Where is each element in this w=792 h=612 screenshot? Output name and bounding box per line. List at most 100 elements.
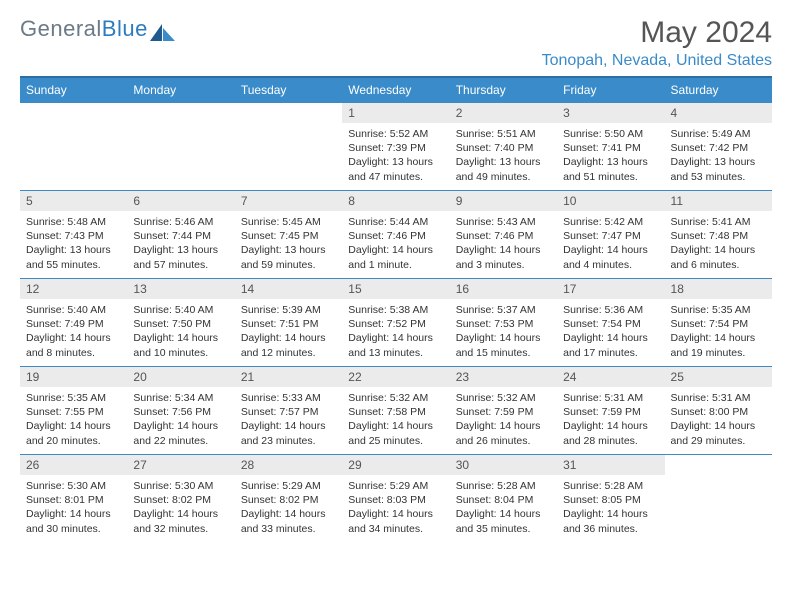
sunrise-text: Sunrise: 5:48 AM: [26, 215, 121, 229]
calendar-cell: [665, 454, 772, 542]
calendar-cell: 7Sunrise: 5:45 AMSunset: 7:45 PMDaylight…: [235, 190, 342, 278]
day-data: Sunrise: 5:30 AMSunset: 8:02 PMDaylight:…: [127, 475, 234, 542]
calendar-cell: 13Sunrise: 5:40 AMSunset: 7:50 PMDayligh…: [127, 278, 234, 366]
sunrise-text: Sunrise: 5:37 AM: [456, 303, 551, 317]
calendar-cell: 6Sunrise: 5:46 AMSunset: 7:44 PMDaylight…: [127, 190, 234, 278]
day-header: Monday: [127, 77, 234, 102]
sunset-text: Sunset: 7:39 PM: [348, 141, 443, 155]
sunset-text: Sunset: 7:44 PM: [133, 229, 228, 243]
calendar-cell: 9 Sunrise: 5:43 AMSunset: 7:46 PMDaylight…: [450, 190, 557, 278]
sunset-text: Sunset: 8:04 PM: [456, 493, 551, 507]
day-header: Friday: [557, 77, 664, 102]
day-number: 6: [127, 190, 234, 211]
sunset-text: Sunset: 7:55 PM: [26, 405, 121, 419]
calendar-cell: 30Sunrise: 5:28 AMSunset: 8:04 PMDayligh…: [450, 454, 557, 542]
sunset-text: Sunset: 8:05 PM: [563, 493, 658, 507]
day-data: Sunrise: 5:49 AMSunset: 7:42 PMDaylight:…: [665, 123, 772, 190]
day-number: 15: [342, 278, 449, 299]
sunrise-text: Sunrise: 5:36 AM: [563, 303, 658, 317]
calendar-cell: 3Sunrise: 5:50 AMSunset: 7:41 PMDaylight…: [557, 102, 664, 190]
day-number: 9: [450, 190, 557, 211]
sail-icon: [150, 24, 176, 42]
day-data: Sunrise: 5:32 AMSunset: 7:59 PMDaylight:…: [450, 387, 557, 454]
calendar-cell: 23Sunrise: 5:32 AMSunset: 7:59 PMDayligh…: [450, 366, 557, 454]
daylight-text: Daylight: 14 hours and 23 minutes.: [241, 419, 336, 447]
daylight-text: Daylight: 14 hours and 10 minutes.: [133, 331, 228, 359]
calendar-body: 1Sunrise: 5:52 AMSunset: 7:39 PMDaylight…: [20, 102, 772, 542]
day-number: 14: [235, 278, 342, 299]
daylight-text: Daylight: 14 hours and 32 minutes.: [133, 507, 228, 535]
calendar-cell: 29Sunrise: 5:29 AMSunset: 8:03 PMDayligh…: [342, 454, 449, 542]
daylight-text: Daylight: 14 hours and 33 minutes.: [241, 507, 336, 535]
sunrise-text: Sunrise: 5:50 AM: [563, 127, 658, 141]
day-data: Sunrise: 5:36 AMSunset: 7:54 PMDaylight:…: [557, 299, 664, 366]
daylight-text: Daylight: 14 hours and 6 minutes.: [671, 243, 766, 271]
sunrise-text: Sunrise: 5:40 AM: [26, 303, 121, 317]
sunset-text: Sunset: 8:02 PM: [241, 493, 336, 507]
daylight-text: Daylight: 14 hours and 13 minutes.: [348, 331, 443, 359]
day-number: 20: [127, 366, 234, 387]
sunrise-text: Sunrise: 5:33 AM: [241, 391, 336, 405]
logo: GeneralBlue: [20, 16, 176, 42]
day-number: 21: [235, 366, 342, 387]
day-header: Sunday: [20, 77, 127, 102]
sunset-text: Sunset: 7:54 PM: [563, 317, 658, 331]
daylight-text: Daylight: 14 hours and 30 minutes.: [26, 507, 121, 535]
daylight-text: Daylight: 14 hours and 17 minutes.: [563, 331, 658, 359]
sunset-text: Sunset: 7:48 PM: [671, 229, 766, 243]
day-data: Sunrise: 5:46 AMSunset: 7:44 PMDaylight:…: [127, 211, 234, 278]
sunrise-text: Sunrise: 5:29 AM: [348, 479, 443, 493]
sunset-text: Sunset: 8:00 PM: [671, 405, 766, 419]
sunrise-text: Sunrise: 5:34 AM: [133, 391, 228, 405]
sunrise-text: Sunrise: 5:29 AM: [241, 479, 336, 493]
day-data: Sunrise: 5:42 AMSunset: 7:47 PMDaylight:…: [557, 211, 664, 278]
sunset-text: Sunset: 8:01 PM: [26, 493, 121, 507]
day-data: Sunrise: 5:40 AMSunset: 7:50 PMDaylight:…: [127, 299, 234, 366]
day-number: 23: [450, 366, 557, 387]
calendar-table: SundayMondayTuesdayWednesdayThursdayFrid…: [20, 76, 772, 542]
calendar-cell: 18Sunrise: 5:35 AMSunset: 7:54 PMDayligh…: [665, 278, 772, 366]
sunrise-text: Sunrise: 5:51 AM: [456, 127, 551, 141]
day-data: Sunrise: 5:48 AMSunset: 7:43 PMDaylight:…: [20, 211, 127, 278]
sunrise-text: Sunrise: 5:28 AM: [563, 479, 658, 493]
day-number: 8: [342, 190, 449, 211]
sunset-text: Sunset: 7:47 PM: [563, 229, 658, 243]
day-data: Sunrise: 5:45 AMSunset: 7:45 PMDaylight:…: [235, 211, 342, 278]
location: Tonopah, Nevada, United States: [542, 52, 772, 70]
day-number: 10: [557, 190, 664, 211]
day-data: Sunrise: 5:35 AMSunset: 7:54 PMDaylight:…: [665, 299, 772, 366]
sunset-text: Sunset: 7:42 PM: [671, 141, 766, 155]
sunset-text: Sunset: 7:41 PM: [563, 141, 658, 155]
day-data: Sunrise: 5:28 AMSunset: 8:05 PMDaylight:…: [557, 475, 664, 542]
day-data: Sunrise: 5:29 AMSunset: 8:03 PMDaylight:…: [342, 475, 449, 542]
daylight-text: Daylight: 14 hours and 3 minutes.: [456, 243, 551, 271]
day-number: 17: [557, 278, 664, 299]
daylight-text: Daylight: 13 hours and 57 minutes.: [133, 243, 228, 271]
sunset-text: Sunset: 7:46 PM: [456, 229, 551, 243]
logo-text: GeneralBlue: [20, 16, 148, 42]
day-number: 18: [665, 278, 772, 299]
day-number: 29: [342, 454, 449, 475]
day-data: Sunrise: 5:50 AMSunset: 7:41 PMDaylight:…: [557, 123, 664, 190]
day-data: Sunrise: 5:31 AMSunset: 7:59 PMDaylight:…: [557, 387, 664, 454]
day-data: Sunrise: 5:31 AMSunset: 8:00 PMDaylight:…: [665, 387, 772, 454]
calendar-cell: [20, 102, 127, 190]
sunrise-text: Sunrise: 5:43 AM: [456, 215, 551, 229]
day-number: 27: [127, 454, 234, 475]
sunset-text: Sunset: 7:57 PM: [241, 405, 336, 419]
calendar-cell: 24Sunrise: 5:31 AMSunset: 7:59 PMDayligh…: [557, 366, 664, 454]
calendar-cell: 26Sunrise: 5:30 AMSunset: 8:01 PMDayligh…: [20, 454, 127, 542]
calendar-cell: 16Sunrise: 5:37 AMSunset: 7:53 PMDayligh…: [450, 278, 557, 366]
day-header: Thursday: [450, 77, 557, 102]
calendar-cell: 15Sunrise: 5:38 AMSunset: 7:52 PMDayligh…: [342, 278, 449, 366]
sunrise-text: Sunrise: 5:49 AM: [671, 127, 766, 141]
calendar-week-row: 26Sunrise: 5:30 AMSunset: 8:01 PMDayligh…: [20, 454, 772, 542]
sunset-text: Sunset: 7:58 PM: [348, 405, 443, 419]
calendar-cell: 20Sunrise: 5:34 AMSunset: 7:56 PMDayligh…: [127, 366, 234, 454]
daylight-text: Daylight: 14 hours and 1 minute.: [348, 243, 443, 271]
sunset-text: Sunset: 7:49 PM: [26, 317, 121, 331]
sunset-text: Sunset: 8:03 PM: [348, 493, 443, 507]
sunrise-text: Sunrise: 5:35 AM: [26, 391, 121, 405]
daylight-text: Daylight: 14 hours and 25 minutes.: [348, 419, 443, 447]
day-data: Sunrise: 5:28 AMSunset: 8:04 PMDaylight:…: [450, 475, 557, 542]
